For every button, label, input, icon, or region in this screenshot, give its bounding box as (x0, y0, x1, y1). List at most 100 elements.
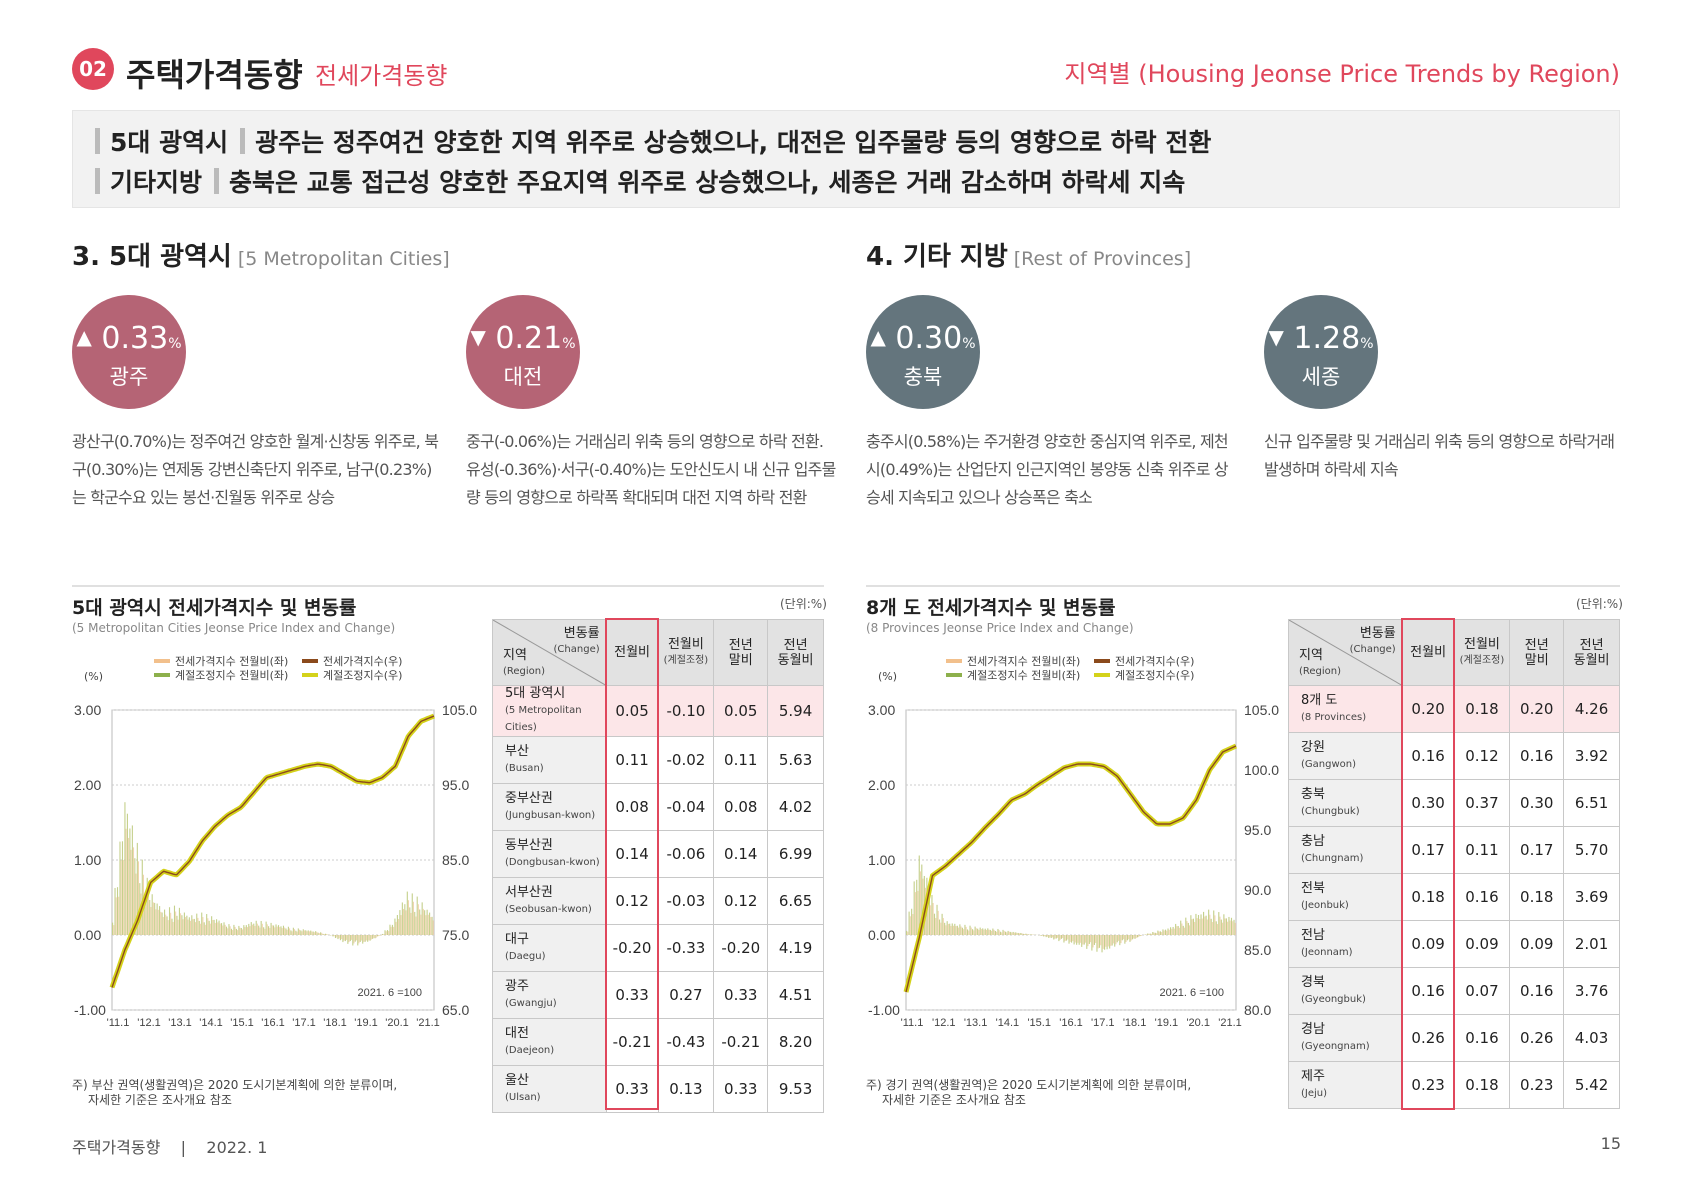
highlight-value: 1.28 (1293, 321, 1361, 356)
change-bar (427, 914, 429, 935)
legend-label: 계절조정지수 전월비(좌) (967, 669, 1081, 682)
change-bar (1044, 935, 1046, 937)
column-header-ko: 전년 (1524, 637, 1549, 653)
change-bar (318, 933, 320, 935)
value-cell: 5.63 (767, 736, 824, 784)
change-bar (1067, 935, 1069, 940)
change-bar (249, 926, 251, 935)
chart-metro: 3.00 2.00 1.00 0.00 -1.00 105.0 95.0 85.0 75.0 65… (74, 702, 477, 1029)
table-row: 광주 (Gwangju) 0.33 0.27 0.33 4.51 (492, 971, 824, 1019)
change-bar (254, 925, 256, 935)
change-bar (992, 928, 994, 935)
legend-swatch (946, 659, 962, 663)
region-ko: 부산 (505, 743, 529, 759)
change-bar (295, 930, 297, 935)
highlight-value: 0.21 (495, 321, 563, 356)
change-bar (141, 859, 143, 935)
change-bar (1013, 932, 1015, 935)
change-bar (1135, 935, 1137, 939)
change-bar (217, 922, 219, 935)
change-bar (303, 930, 305, 935)
change-bar (1005, 931, 1007, 935)
change-bar (1180, 920, 1182, 935)
change-bar (998, 930, 1000, 935)
change-bar (313, 932, 315, 935)
column-header-sub: (계절조정) (1459, 655, 1505, 666)
change-bar (1204, 916, 1206, 935)
column-header: 전년 말비 (713, 619, 769, 686)
chart-subtitle-provinces: (8 Provinces Jeonse Price Index and Chan… (866, 621, 1134, 635)
change-bar (229, 926, 231, 935)
change-bar (227, 928, 229, 935)
change-bar (1195, 913, 1197, 935)
change-bar (164, 909, 166, 935)
change-bar (421, 902, 423, 935)
value-cell: 0.14 (713, 830, 769, 878)
x-tick-label: '17.1 (1091, 1017, 1115, 1029)
region-cell: 경북 (Gyeongbuk) (1288, 967, 1403, 1015)
legend-swatch (154, 659, 170, 663)
region-ko: 동부산권 (505, 837, 553, 853)
change-bar (208, 920, 210, 935)
column-header-ko: 전월비 (667, 637, 704, 652)
change-bar (373, 935, 375, 939)
change-bar (120, 860, 122, 935)
x-tick-label: '16.1 (1059, 1017, 1083, 1029)
change-bar (362, 935, 364, 944)
highlight-circle-chungbuk: ▲ 0.30% 충북 (866, 295, 980, 409)
change-bar (1031, 934, 1033, 935)
change-bar (1194, 921, 1196, 935)
change-bar (947, 923, 949, 935)
change-bar (1164, 929, 1167, 935)
value-cell: 0.16 (1453, 873, 1511, 921)
change-bar (1090, 935, 1092, 943)
legend-swatch (302, 673, 318, 677)
chart-note-metro: 주) 부산 권역(생활권역)은 2020 도시기본계획에 의한 분류이며, 자세… (72, 1078, 397, 1108)
summary-label: 기타지방 (110, 168, 203, 197)
value-cell: -0.33 (657, 924, 715, 972)
region-cell: 충남 (Chungnam) (1288, 826, 1403, 874)
change-bar (1177, 926, 1179, 935)
change-bar (290, 930, 292, 935)
column-header-sub: 동월비 (777, 652, 814, 668)
index-line (111, 715, 435, 988)
change-bar (173, 905, 176, 935)
change-bar (398, 919, 400, 935)
change-bar (166, 916, 168, 935)
change-bar (1002, 929, 1004, 935)
change-bar (245, 925, 247, 935)
change-bar (1001, 932, 1003, 935)
change-bar (1191, 919, 1193, 935)
x-tick-label: '14.1 (199, 1017, 223, 1029)
highlight-desc-daejeon: 중구(-0.06%)는 거래심리 위축 등의 영향으로 하락 전환. 유성(-0… (466, 432, 836, 507)
change-bar (994, 930, 996, 935)
change-bar (1197, 915, 1200, 935)
change-bar (224, 924, 226, 935)
section-title-text: 4. 기타 지방 (866, 242, 1008, 272)
legend-label: 계절조정지수 전월비(좌) (175, 669, 289, 682)
change-bar (334, 935, 337, 939)
change-bar (955, 926, 957, 935)
change-bar (916, 879, 918, 935)
change-bar (302, 929, 304, 935)
change-bar (354, 935, 356, 942)
change-bar (266, 924, 268, 935)
value-cell: 0.33 (713, 1065, 769, 1113)
change-bar (1211, 922, 1213, 935)
table-row: 동부산권 (Dongbusan-kwon) 0.14 -0.06 0.14 6.99 (492, 830, 824, 878)
column-header: 전월비 (1401, 619, 1455, 686)
legend-label: 전세가격지수(우) (323, 655, 403, 668)
change-bar (232, 930, 234, 935)
table-row: 중부산권 (Jungbusan-kwon) 0.08 -0.04 0.08 4.02 (492, 783, 824, 831)
y-left-tick-label: 3.00 (868, 702, 895, 718)
change-bar (949, 923, 951, 935)
change-bar (1016, 932, 1018, 935)
change-bar (156, 903, 158, 935)
summary-bar (214, 168, 220, 194)
x-tick-label: '13.1 (168, 1017, 192, 1029)
change-bar (941, 913, 943, 935)
change-bar (289, 928, 291, 935)
legend-swatch (1094, 673, 1110, 677)
change-bar (399, 910, 401, 935)
change-bar (1093, 935, 1095, 945)
